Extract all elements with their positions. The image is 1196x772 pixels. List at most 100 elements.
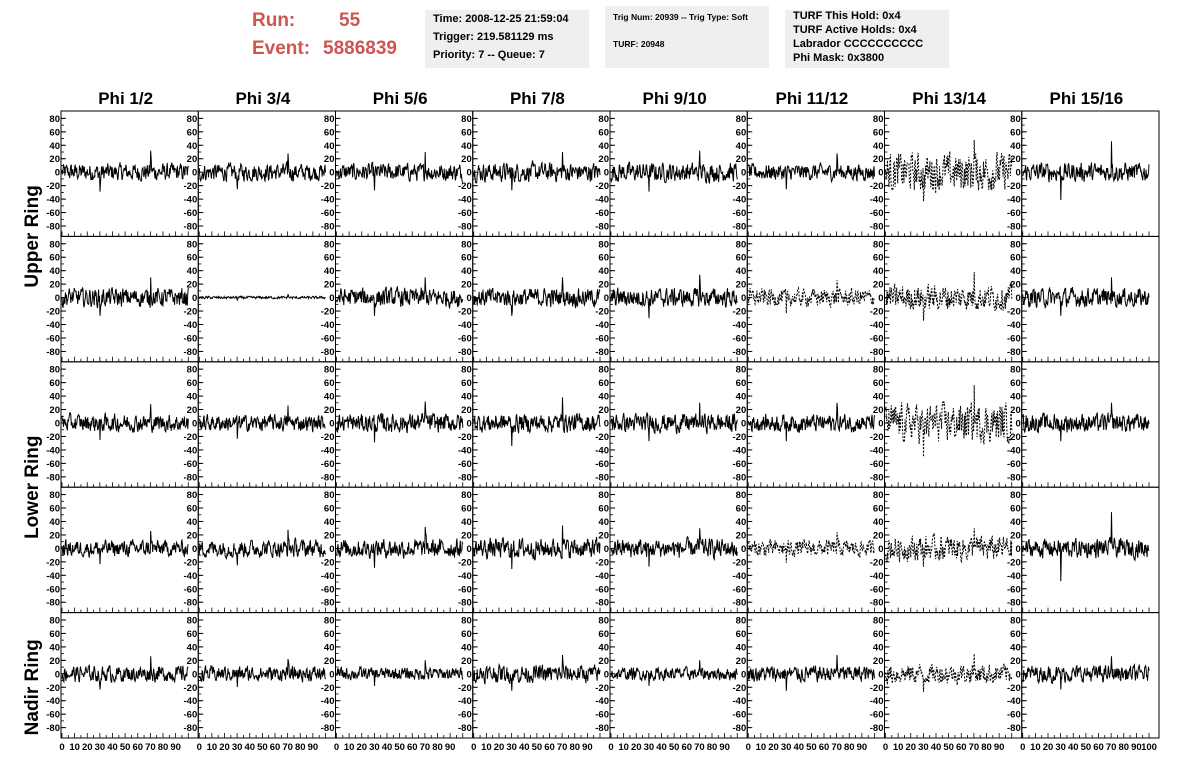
y-tick-label: -40 (870, 571, 884, 582)
y-tick-label: -80 (321, 222, 335, 233)
waveform-trace-r2-c6 (747, 280, 875, 314)
x-tick-label: 60 (819, 742, 830, 753)
y-tick-label: 80 (461, 239, 472, 250)
y-tick-label: 40 (49, 141, 60, 152)
y-tick-label: -80 (595, 723, 609, 734)
y-tick-label: 20 (324, 656, 335, 667)
y-tick-label: -20 (595, 683, 609, 694)
y-tick-label: -40 (1007, 195, 1021, 206)
turf-number-text: TURF: 20948 (613, 39, 665, 49)
waveform-trace-r5-c6 (747, 654, 875, 691)
waveform-trace-r1-c5 (610, 150, 738, 192)
y-tick-label: 0 (55, 544, 60, 555)
y-tick-label: -60 (733, 710, 747, 721)
y-tick-label: 0 (329, 669, 334, 680)
y-tick-label: 80 (324, 615, 335, 626)
y-tick-label: 20 (1010, 405, 1021, 416)
x-tick-label: 0 (883, 742, 888, 753)
waveform-trace-r1-c3 (336, 151, 464, 191)
y-tick-label: -20 (1007, 557, 1021, 568)
y-tick-label: 40 (598, 266, 609, 277)
x-tick-label: 70 (282, 742, 293, 753)
y-tick-label: -60 (184, 710, 198, 721)
y-tick-label: 60 (736, 629, 747, 640)
y-tick-label: 60 (736, 127, 747, 138)
x-tick-label: 70 (420, 742, 431, 753)
y-tick-label: 0 (466, 544, 471, 555)
waveform-trace-r3-c4 (473, 397, 601, 447)
x-tick-label: 50 (669, 742, 680, 753)
y-tick-label: 80 (49, 114, 60, 125)
x-tick-label: 20 (905, 742, 916, 753)
y-tick-label: -60 (458, 710, 472, 721)
x-tick-label: 10 (344, 742, 355, 753)
y-tick-label: 40 (461, 642, 472, 653)
waveform-trace-r1-c4 (473, 151, 601, 191)
y-tick-label: 40 (461, 517, 472, 528)
x-tick-label: 10 (1030, 742, 1041, 753)
y-tick-label: 80 (324, 365, 335, 376)
x-tick-label: 80 (295, 742, 306, 753)
y-tick-label: -60 (321, 208, 335, 219)
y-tick-label: 0 (329, 168, 334, 179)
column-title-7: Phi 13/14 (912, 89, 986, 108)
y-tick-label: 0 (466, 669, 471, 680)
y-tick-label: -40 (870, 320, 884, 331)
y-tick-label: -20 (46, 557, 60, 568)
y-tick-label: -80 (1007, 347, 1021, 358)
y-tick-label: 0 (1015, 669, 1020, 680)
y-tick-label: 0 (192, 544, 197, 555)
y-tick-label: 40 (736, 141, 747, 152)
y-tick-label: 60 (736, 504, 747, 515)
y-tick-label: 40 (873, 266, 884, 277)
y-tick-label: 60 (873, 127, 884, 138)
y-tick-label: 40 (873, 392, 884, 403)
y-tick-label: -40 (1007, 696, 1021, 707)
y-tick-label: -60 (1007, 710, 1021, 721)
waveform-trace-r4-c7 (885, 528, 1013, 567)
y-tick-label: 0 (741, 669, 746, 680)
x-tick-label: 60 (407, 742, 418, 753)
x-tick-label: 80 (158, 742, 169, 753)
x-tick-label: 60 (956, 742, 967, 753)
y-tick-label: 20 (736, 656, 747, 667)
x-tick-label: 80 (981, 742, 992, 753)
y-tick-label: -20 (458, 683, 472, 694)
x-tick-label: 60 (270, 742, 281, 753)
y-tick-label: -60 (46, 584, 60, 595)
y-tick-label: 20 (873, 405, 884, 416)
y-tick-label: 40 (49, 392, 60, 403)
y-tick-label: -60 (458, 333, 472, 344)
y-tick-label: 40 (461, 141, 472, 152)
y-tick-label: 20 (736, 154, 747, 165)
y-tick-label: 60 (1010, 629, 1021, 640)
y-tick-label: -80 (595, 347, 609, 358)
x-tick-label: 20 (219, 742, 230, 753)
y-tick-label: -60 (733, 208, 747, 219)
y-tick-label: -60 (1007, 333, 1021, 344)
y-tick-label: 40 (598, 642, 609, 653)
y-tick-label: -20 (595, 432, 609, 443)
y-tick-label: 20 (873, 154, 884, 165)
x-tick-label: 10 (893, 742, 904, 753)
y-tick-label: 80 (461, 490, 472, 501)
trigger-info-panel: Trig Num: 20939 -- Trig Type: Soft TURF:… (605, 6, 769, 68)
y-tick-label: -60 (733, 459, 747, 470)
y-tick-label: 80 (873, 239, 884, 250)
y-tick-label: 80 (187, 490, 198, 501)
y-tick-label: -80 (1007, 472, 1021, 483)
x-tick-label: 90 (308, 742, 319, 753)
y-tick-label: -60 (595, 333, 609, 344)
column-title-6: Phi 11/12 (775, 89, 848, 108)
y-tick-label: -60 (733, 584, 747, 595)
waveform-trace-r4-c8 (1022, 512, 1150, 582)
waveform-trace-r4-c6 (748, 532, 875, 563)
y-tick-label: -80 (458, 723, 472, 734)
y-tick-label: -20 (870, 432, 884, 443)
waveform-trace-r5-c3 (336, 660, 464, 686)
y-tick-label: -40 (870, 696, 884, 707)
time-info-panel: Time: 2008-12-25 21:59:04 Trigger: 219.5… (425, 10, 589, 68)
y-tick-label: 60 (187, 629, 198, 640)
waveform-trace-r1-c6 (747, 153, 875, 190)
